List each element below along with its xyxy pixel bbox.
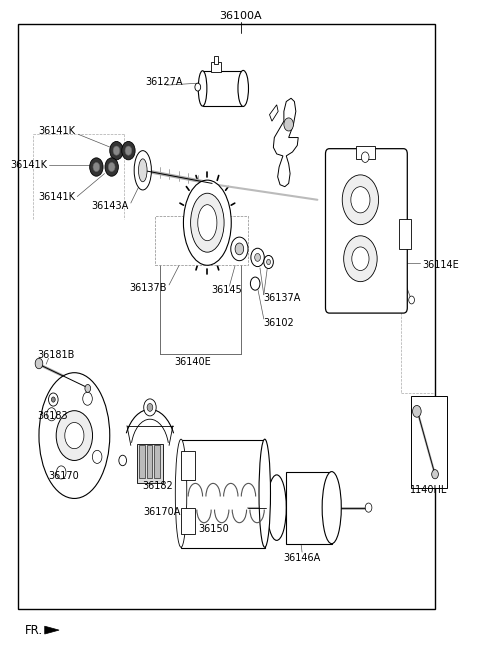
Circle shape	[119, 455, 127, 466]
Circle shape	[35, 358, 43, 369]
Bar	[146, 445, 152, 478]
Bar	[399, 219, 411, 249]
Circle shape	[47, 407, 56, 421]
Ellipse shape	[39, 373, 110, 498]
Circle shape	[113, 146, 120, 155]
Circle shape	[65, 422, 84, 449]
Bar	[211, 62, 221, 72]
Text: 36137B: 36137B	[129, 283, 167, 293]
Circle shape	[351, 187, 370, 213]
Text: 36141K: 36141K	[38, 191, 75, 202]
Bar	[136, 444, 163, 483]
Circle shape	[231, 237, 248, 261]
Circle shape	[56, 411, 93, 460]
Bar	[181, 451, 195, 480]
Circle shape	[342, 175, 379, 225]
Circle shape	[93, 162, 100, 172]
Circle shape	[195, 83, 201, 91]
Bar	[356, 146, 375, 159]
Bar	[214, 56, 218, 64]
Text: 36182: 36182	[143, 481, 174, 491]
Bar	[181, 508, 195, 534]
Ellipse shape	[259, 440, 271, 548]
Circle shape	[409, 296, 414, 304]
Ellipse shape	[198, 204, 217, 240]
Text: 36137A: 36137A	[264, 293, 301, 303]
Ellipse shape	[138, 159, 147, 182]
Text: 36141K: 36141K	[10, 160, 47, 170]
Text: 36102: 36102	[264, 318, 295, 328]
Text: 36143A: 36143A	[91, 201, 129, 212]
Circle shape	[352, 247, 369, 271]
Ellipse shape	[198, 71, 207, 106]
Circle shape	[144, 399, 156, 416]
Bar	[155, 216, 248, 265]
Bar	[411, 396, 446, 488]
Circle shape	[412, 405, 421, 417]
Text: 36100A: 36100A	[219, 11, 262, 22]
Circle shape	[83, 392, 92, 405]
Circle shape	[147, 403, 153, 411]
Polygon shape	[270, 105, 278, 121]
Text: 36183: 36183	[37, 411, 68, 421]
Text: 36141K: 36141K	[39, 126, 76, 136]
Text: 36150: 36150	[199, 524, 229, 534]
Circle shape	[125, 146, 132, 155]
Bar	[203, 71, 243, 106]
Circle shape	[255, 253, 261, 261]
Ellipse shape	[134, 151, 151, 190]
Circle shape	[122, 141, 135, 160]
Text: 36145: 36145	[211, 284, 242, 295]
Text: 36127A: 36127A	[145, 77, 183, 87]
Ellipse shape	[191, 193, 224, 252]
Bar	[181, 440, 265, 548]
Polygon shape	[45, 626, 59, 634]
Circle shape	[361, 152, 369, 162]
Circle shape	[251, 277, 260, 290]
Circle shape	[267, 259, 271, 265]
Text: 36181B: 36181B	[37, 350, 75, 360]
FancyBboxPatch shape	[325, 149, 408, 313]
Ellipse shape	[183, 180, 231, 265]
Circle shape	[110, 141, 123, 160]
Ellipse shape	[322, 472, 341, 544]
Circle shape	[57, 466, 66, 479]
Circle shape	[251, 248, 264, 267]
Circle shape	[344, 236, 377, 282]
Ellipse shape	[175, 440, 187, 548]
Text: 1140HL: 1140HL	[409, 485, 447, 495]
Text: 36170: 36170	[48, 471, 79, 481]
Ellipse shape	[267, 475, 286, 540]
Bar	[18, 24, 434, 609]
Polygon shape	[273, 98, 298, 187]
Text: 36140E: 36140E	[175, 356, 211, 367]
Circle shape	[365, 503, 372, 512]
Circle shape	[51, 397, 55, 402]
Circle shape	[105, 158, 119, 176]
Circle shape	[108, 162, 115, 172]
Circle shape	[90, 158, 103, 176]
Text: 36170A: 36170A	[143, 507, 180, 517]
Circle shape	[284, 118, 293, 131]
Circle shape	[85, 384, 91, 392]
Ellipse shape	[238, 70, 249, 106]
Bar	[286, 472, 332, 544]
Circle shape	[264, 255, 273, 269]
Text: 36114E: 36114E	[422, 260, 459, 271]
Text: FR.: FR.	[24, 624, 43, 637]
Bar	[154, 445, 159, 478]
Circle shape	[48, 393, 58, 406]
Circle shape	[92, 451, 102, 464]
Circle shape	[235, 243, 244, 255]
Text: 36146A: 36146A	[283, 553, 321, 563]
Circle shape	[432, 470, 438, 479]
Bar	[139, 445, 145, 478]
